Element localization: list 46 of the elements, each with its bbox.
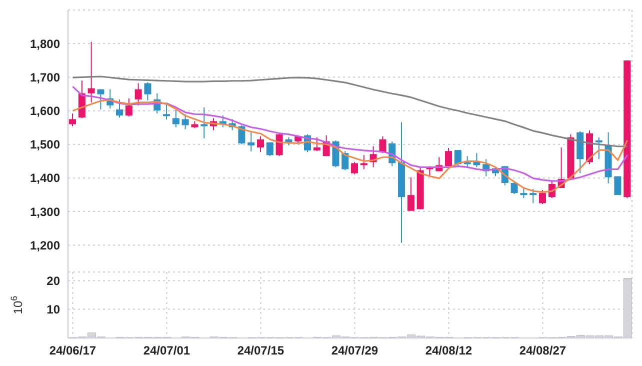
candlestick bbox=[144, 82, 152, 101]
candlestick bbox=[238, 124, 246, 145]
candlestick bbox=[445, 148, 452, 167]
line-series bbox=[72, 76, 628, 148]
x-tick-label: 24/07/29 bbox=[331, 344, 378, 358]
candlestick bbox=[464, 156, 471, 168]
candlestick bbox=[172, 108, 180, 128]
y-tick-label: 1,800 bbox=[30, 36, 60, 51]
y-tick-label: 1,600 bbox=[30, 104, 60, 118]
candlestick bbox=[257, 136, 264, 153]
y-tick-label: 1,400 bbox=[30, 171, 60, 186]
x-tick-label: 24/08/27 bbox=[519, 344, 566, 358]
candlestick bbox=[530, 188, 537, 204]
y-tick-label: 1,500 bbox=[30, 138, 60, 152]
candlestick bbox=[116, 98, 123, 118]
x-tick-label: 24/06/17 bbox=[49, 344, 96, 358]
candlestick bbox=[69, 112, 76, 127]
y-tick-label: 1,700 bbox=[30, 70, 60, 84]
y-tick-label: 1,200 bbox=[30, 238, 60, 252]
candlestick bbox=[163, 102, 170, 120]
candlestick bbox=[595, 136, 602, 160]
y-tick-label: 10 bbox=[46, 302, 60, 317]
candlestick bbox=[539, 190, 546, 205]
candlestick bbox=[360, 154, 368, 170]
candlestick bbox=[248, 132, 255, 152]
candlestick bbox=[125, 98, 132, 117]
candlestick bbox=[97, 88, 104, 110]
candlestick bbox=[182, 114, 189, 130]
candlestick bbox=[276, 132, 283, 157]
candlestick bbox=[266, 142, 274, 157]
candlestick bbox=[134, 82, 142, 106]
candlestick bbox=[342, 150, 349, 171]
y-tick-label: 1,300 bbox=[30, 204, 60, 219]
candlestick bbox=[200, 106, 208, 139]
candlestick bbox=[351, 162, 358, 175]
y-tick-label: 20 bbox=[46, 274, 60, 288]
x-tick-label: 24/07/01 bbox=[143, 344, 190, 358]
candlestick bbox=[407, 176, 414, 212]
x-tick-label: 24/08/12 bbox=[425, 344, 472, 358]
x-tick-label: 24/07/15 bbox=[237, 344, 284, 358]
candlestick bbox=[454, 150, 462, 168]
candlestick bbox=[379, 136, 386, 154]
candlestick bbox=[313, 136, 320, 152]
candlestick bbox=[520, 186, 528, 199]
candlestick bbox=[88, 41, 95, 103]
candlestick bbox=[510, 181, 518, 195]
